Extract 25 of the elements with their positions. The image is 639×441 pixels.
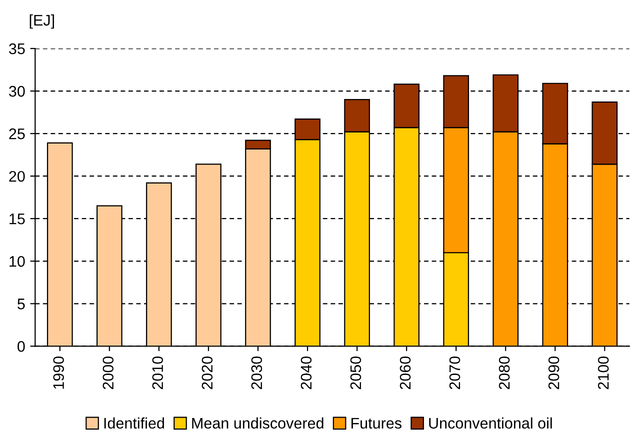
x-tick-label: 2040 xyxy=(300,356,312,390)
x-tick-label: 2090 xyxy=(548,356,560,390)
x-tick-label: 2100 xyxy=(598,356,609,390)
y-tick-label: 15 xyxy=(10,214,25,224)
y-tick-label: 35 xyxy=(9,43,25,54)
x-tick-label: 1990 xyxy=(53,356,64,389)
x-tick-label: 2030 xyxy=(251,356,262,390)
y-axis-title: [EJ] xyxy=(30,14,54,29)
x-tick-label: 2000 xyxy=(102,356,114,390)
x-tick-label: 2020 xyxy=(202,356,213,390)
y-tick-label: 5 xyxy=(18,298,25,310)
y-tick-label: 10 xyxy=(10,256,25,267)
legend-label: Futures xyxy=(351,418,402,429)
y-tick-label: 25 xyxy=(9,128,25,140)
y-tick-label: 30 xyxy=(9,86,25,97)
y-tick-label: 20 xyxy=(9,170,25,182)
x-tick-label: 2080 xyxy=(498,356,510,390)
y-tick-label: 0 xyxy=(18,341,25,352)
legend-label: Identified xyxy=(104,417,164,429)
x-tick-label: 2060 xyxy=(400,356,411,390)
legend-label: Unconventional oil xyxy=(429,417,552,429)
x-tick-label: 2070 xyxy=(449,356,460,390)
legend-label: Mean undiscovered xyxy=(192,417,324,429)
x-tick-label: 2050 xyxy=(350,356,362,390)
x-tick-label: 2010 xyxy=(152,356,164,390)
